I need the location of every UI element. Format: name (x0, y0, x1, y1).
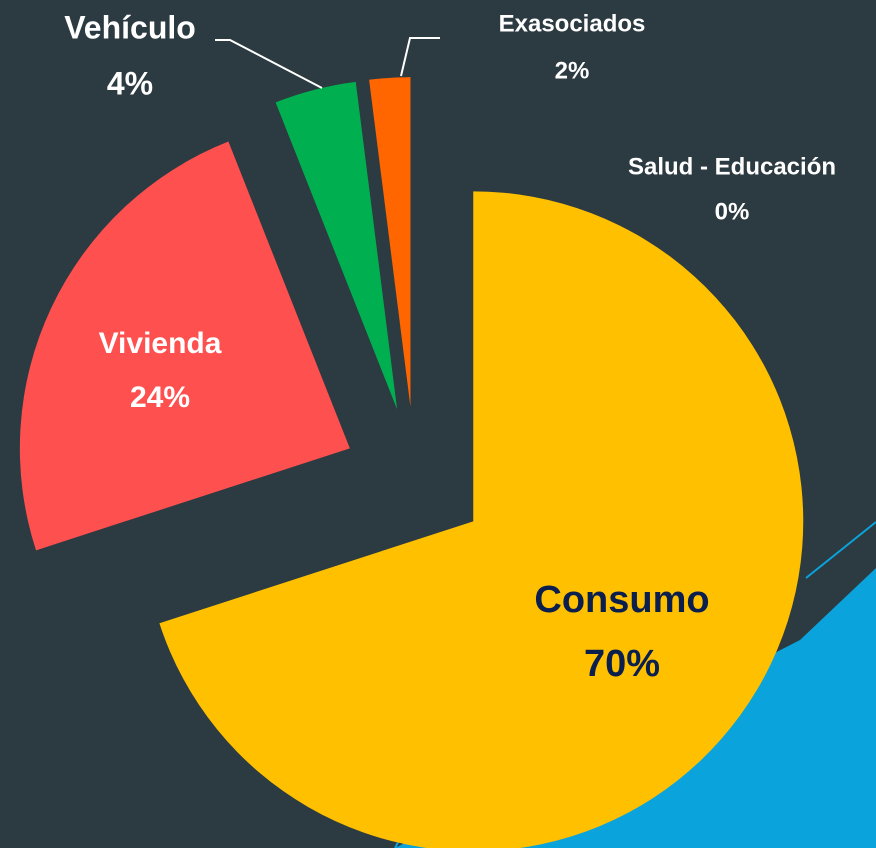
pie-slice (369, 77, 411, 408)
category-label: Exasociados (499, 10, 646, 37)
pie-slice (275, 81, 398, 410)
value-label: 70% (584, 643, 660, 685)
value-label: 0% (715, 198, 750, 225)
value-label: 24% (130, 381, 190, 414)
value-label: 2% (555, 57, 590, 84)
category-label: Vehículo (64, 9, 196, 45)
decor-shape (395, 568, 876, 848)
category-label: Vivienda (99, 327, 222, 360)
value-label: 4% (107, 65, 153, 101)
pie-slice (19, 141, 350, 551)
leader-line (400, 37, 440, 77)
leader-line (215, 39, 323, 89)
slices (19, 77, 804, 848)
category-label: Salud - Educación (628, 153, 836, 180)
labels: Consumo 70% Vivienda 24% Vehículo 4% Exasociad… (64, 9, 836, 685)
decor-line (805, 521, 876, 579)
category-label: Consumo (534, 579, 709, 621)
pie-slice (159, 191, 804, 848)
